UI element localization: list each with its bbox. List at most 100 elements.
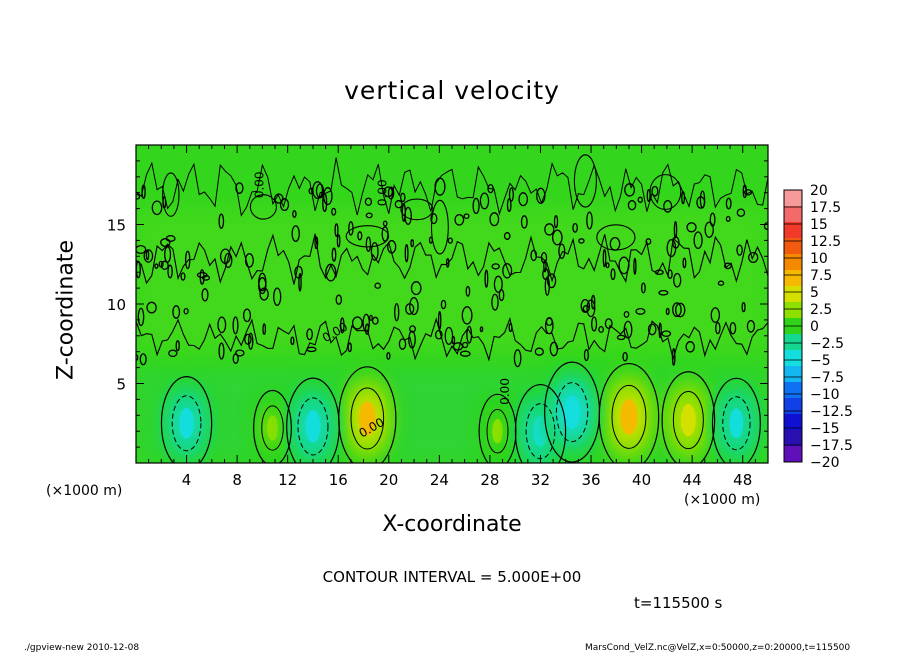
small-contour: [635, 307, 646, 315]
small-contour: [404, 244, 409, 263]
small-contour: [591, 294, 596, 310]
downdraft-cell: [713, 380, 760, 463]
small-contour: [686, 222, 697, 233]
small-contour: [217, 316, 227, 334]
small-contour: [553, 214, 559, 229]
colorbar-label: 15: [810, 217, 828, 233]
small-contour: [294, 265, 303, 279]
contour-noise-layer: [136, 154, 768, 368]
small-contour: [365, 236, 372, 252]
small-contour: [386, 352, 391, 360]
small-contour: [409, 325, 416, 333]
small-contour: [673, 272, 682, 288]
small-contour: [479, 192, 490, 210]
small-contour: [710, 307, 721, 323]
downdraft-cell: [287, 380, 338, 463]
small-contour: [674, 302, 686, 318]
small-contour: [640, 282, 646, 294]
x-tick-label: 16: [329, 471, 348, 489]
colorbar-band: [784, 350, 802, 367]
small-contour: [693, 231, 703, 250]
small-contour: [136, 193, 141, 200]
small-contour: [364, 197, 373, 206]
small-contour: [623, 310, 630, 318]
zero-contour: [661, 371, 716, 463]
small-contour: [409, 297, 419, 316]
small-contour: [663, 199, 673, 213]
small-contour: [224, 252, 233, 269]
small-contour: [489, 212, 500, 227]
small-contour: [503, 232, 511, 240]
small-contour: [651, 185, 659, 197]
small-contour: [336, 234, 341, 248]
small-contour: [763, 222, 768, 230]
updraft-cell: [600, 366, 658, 463]
small-contour: [218, 213, 225, 229]
small-contour: [544, 276, 550, 296]
small-contour: [610, 268, 616, 281]
small-contour: [661, 330, 672, 338]
small-contour: [137, 307, 145, 327]
small-contour: [513, 349, 522, 368]
positive-contour: [611, 384, 647, 449]
small-contour: [244, 333, 252, 345]
small-contour: [725, 197, 732, 210]
small-contour: [219, 248, 231, 264]
small-contour: [410, 281, 422, 296]
small-contour: [347, 342, 352, 353]
small-contour: [365, 212, 373, 219]
colorbar-label: −10: [810, 387, 840, 403]
small-contour: [520, 215, 528, 229]
small-contour: [331, 207, 337, 216]
x-tick-label: 36: [581, 471, 600, 489]
colorbar-band: [784, 190, 802, 207]
small-contour: [472, 197, 480, 215]
small-contour: [168, 349, 178, 358]
small-contour: [262, 323, 267, 335]
small-contour: [369, 314, 373, 322]
small-contour: [382, 220, 388, 227]
colorbar-band: [784, 254, 802, 271]
small-contour: [247, 332, 254, 350]
downdraft-cell: [162, 378, 211, 463]
small-contour: [741, 301, 746, 313]
colorbar-label: 2.5: [810, 302, 832, 318]
colorbar-band: [784, 222, 802, 239]
small-contour: [292, 210, 297, 218]
zero-contour-lower: [136, 316, 768, 362]
small-contour: [580, 298, 591, 314]
small-contour: [583, 349, 589, 362]
colorbar-label: 20: [810, 183, 828, 199]
updraft-cell: [254, 392, 291, 463]
updraft-cell: [479, 396, 516, 463]
y-ticks: 5 10 15: [107, 144, 768, 464]
colorbar-band: [784, 414, 802, 431]
small-contour: [235, 182, 244, 194]
small-contour: [357, 231, 363, 241]
small-contour: [400, 192, 406, 203]
y-tick-label: 10: [107, 296, 126, 314]
small-contour: [340, 317, 345, 334]
field-cells-layer: [136, 208, 768, 463]
small-contour: [591, 316, 598, 332]
x-tick-label: 44: [683, 471, 702, 489]
contour-label: 0.00: [253, 171, 267, 198]
small-contour: [151, 200, 163, 216]
small-contour: [374, 282, 382, 289]
small-contour: [723, 262, 732, 270]
small-contour: [154, 263, 159, 269]
positive-contour: [672, 391, 704, 450]
small-contour: [139, 353, 147, 366]
colorbar-label: 12.5: [810, 234, 841, 250]
upper-closed-contour: [249, 194, 277, 220]
small-contour: [506, 198, 512, 212]
small-contour: [314, 236, 319, 250]
small-contour: [725, 215, 731, 222]
small-contour: [434, 329, 443, 340]
small-contour: [143, 249, 154, 263]
updraft-cell: [340, 369, 395, 463]
small-contour: [461, 306, 473, 325]
small-contour: [440, 299, 447, 310]
small-contour: [586, 211, 593, 230]
small-contour: [405, 303, 415, 315]
